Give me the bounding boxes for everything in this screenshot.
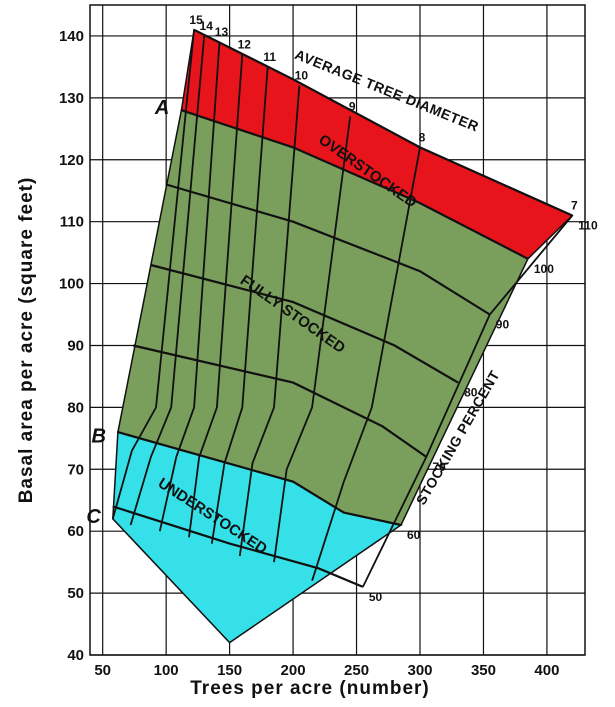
x-tick-label: 200 <box>281 662 306 679</box>
diameter-line-12 <box>188 54 244 538</box>
diameter-label-10: 10 <box>295 68 309 82</box>
y-tick-label: 110 <box>60 214 84 231</box>
diameter-label-11: 11 <box>263 50 276 64</box>
stocking-label-90: 90 <box>496 318 510 332</box>
stocking-label-110: 110 <box>578 218 598 232</box>
diameter-line-15 <box>111 29 195 520</box>
stocking-line-80 <box>150 263 459 384</box>
y-tick-label: 120 <box>59 152 84 169</box>
y-axis-title: Basal area per acre (square feet) <box>16 177 37 504</box>
stocking-line-90 <box>165 183 491 316</box>
x-tick-label: 350 <box>471 662 496 679</box>
stocking-line-110 <box>193 28 573 217</box>
x-tick-label: 150 <box>217 662 242 679</box>
diameter-line-9 <box>273 116 352 563</box>
y-tick-label: 60 <box>67 523 84 540</box>
diameter-label-8: 8 <box>419 130 426 144</box>
diameter-line-8 <box>311 147 421 581</box>
x-tick-label: 300 <box>407 662 432 679</box>
stocking-label-100: 100 <box>534 262 554 276</box>
plot-frame <box>89 4 586 656</box>
y-tick-label: 100 <box>59 276 84 293</box>
stocking-label-70: 70 <box>432 460 446 474</box>
diameter-label-7: 7 <box>571 198 578 212</box>
y-tick-label: 70 <box>67 461 84 478</box>
stocking-line-60 <box>117 431 402 527</box>
marker-B: B <box>91 425 105 447</box>
stocking-label-50: 50 <box>369 590 383 604</box>
diameter-label-13: 13 <box>215 25 229 39</box>
diameter-label-9: 9 <box>349 99 356 113</box>
diameter-label-15: 15 <box>189 13 203 27</box>
y-tick-label: 50 <box>67 585 84 602</box>
y-tick-label: 140 <box>59 28 84 45</box>
diameter-line-10 <box>238 85 301 557</box>
y-tick-label: 130 <box>59 90 84 107</box>
y-tick-label: 40 <box>67 647 84 664</box>
marker-C: C <box>86 506 101 528</box>
diameter-line-13 <box>158 42 221 532</box>
marker-A: A <box>154 97 169 119</box>
diameter-line-7 <box>362 214 573 588</box>
x-tick-label: 250 <box>344 662 369 679</box>
stocking-label-80: 80 <box>464 386 478 400</box>
diameter-line-11 <box>210 66 269 544</box>
x-axis-title: Trees per acre (number) <box>190 678 429 699</box>
diameter-label-12: 12 <box>238 38 252 52</box>
diameter-line-14 <box>129 35 206 526</box>
x-tick-label: 100 <box>154 662 179 679</box>
x-tick-label: 50 <box>94 662 111 679</box>
y-tick-label: 90 <box>67 337 84 354</box>
y-tick-label: 80 <box>67 399 84 416</box>
x-tick-label: 400 <box>534 662 559 679</box>
stocking-label-60: 60 <box>407 528 421 542</box>
diameter-label-14: 14 <box>200 19 214 33</box>
stocking-line-70 <box>132 344 427 458</box>
